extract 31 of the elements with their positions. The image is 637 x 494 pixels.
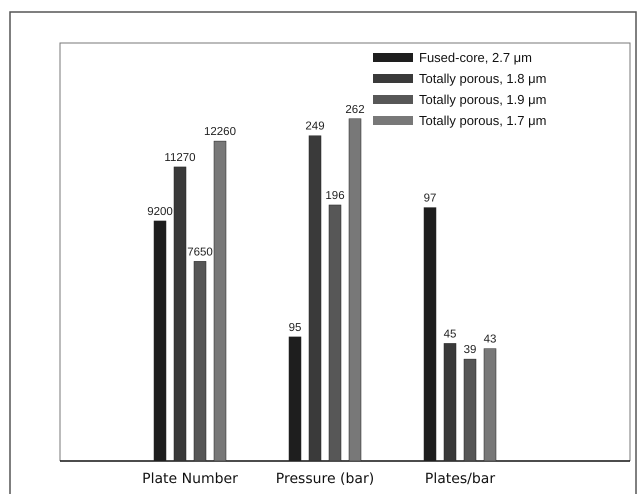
bar bbox=[328, 204, 342, 462]
data-label: 12260 bbox=[204, 126, 236, 138]
legend-label: Fused-core, 2.7 μm bbox=[419, 50, 532, 65]
x-tick-label: Pressure (bar) bbox=[276, 471, 374, 487]
bar bbox=[484, 348, 496, 462]
x-tick-label: Plates/bar bbox=[424, 471, 496, 487]
data-label: 43 bbox=[484, 334, 496, 346]
x-tick-label: Plate Number bbox=[142, 471, 238, 487]
bar bbox=[288, 336, 302, 462]
data-label: 97 bbox=[424, 192, 436, 205]
data-label: 9200 bbox=[147, 206, 173, 218]
data-label: 249 bbox=[305, 120, 325, 133]
data-label: 95 bbox=[288, 322, 302, 334]
bar bbox=[464, 358, 476, 462]
data-label: 196 bbox=[325, 190, 345, 202]
bar bbox=[174, 166, 186, 462]
data-label: 262 bbox=[345, 104, 365, 116]
bar bbox=[154, 220, 166, 462]
legend-label: Totally porous, 1.9 μm bbox=[419, 92, 546, 107]
bar bbox=[444, 343, 456, 462]
data-label: 11270 bbox=[164, 152, 196, 164]
data-label: 39 bbox=[464, 344, 476, 356]
bar bbox=[424, 207, 436, 462]
data-label: 45 bbox=[444, 328, 456, 340]
data-label: 7650 bbox=[187, 246, 213, 258]
bar bbox=[194, 261, 206, 462]
bar bbox=[308, 135, 322, 462]
bar bbox=[348, 118, 362, 462]
legend-label: Totally porous, 1.8 μm bbox=[419, 71, 546, 86]
legend-label: Totally porous, 1.7 μm bbox=[419, 113, 546, 128]
bar bbox=[214, 140, 226, 462]
